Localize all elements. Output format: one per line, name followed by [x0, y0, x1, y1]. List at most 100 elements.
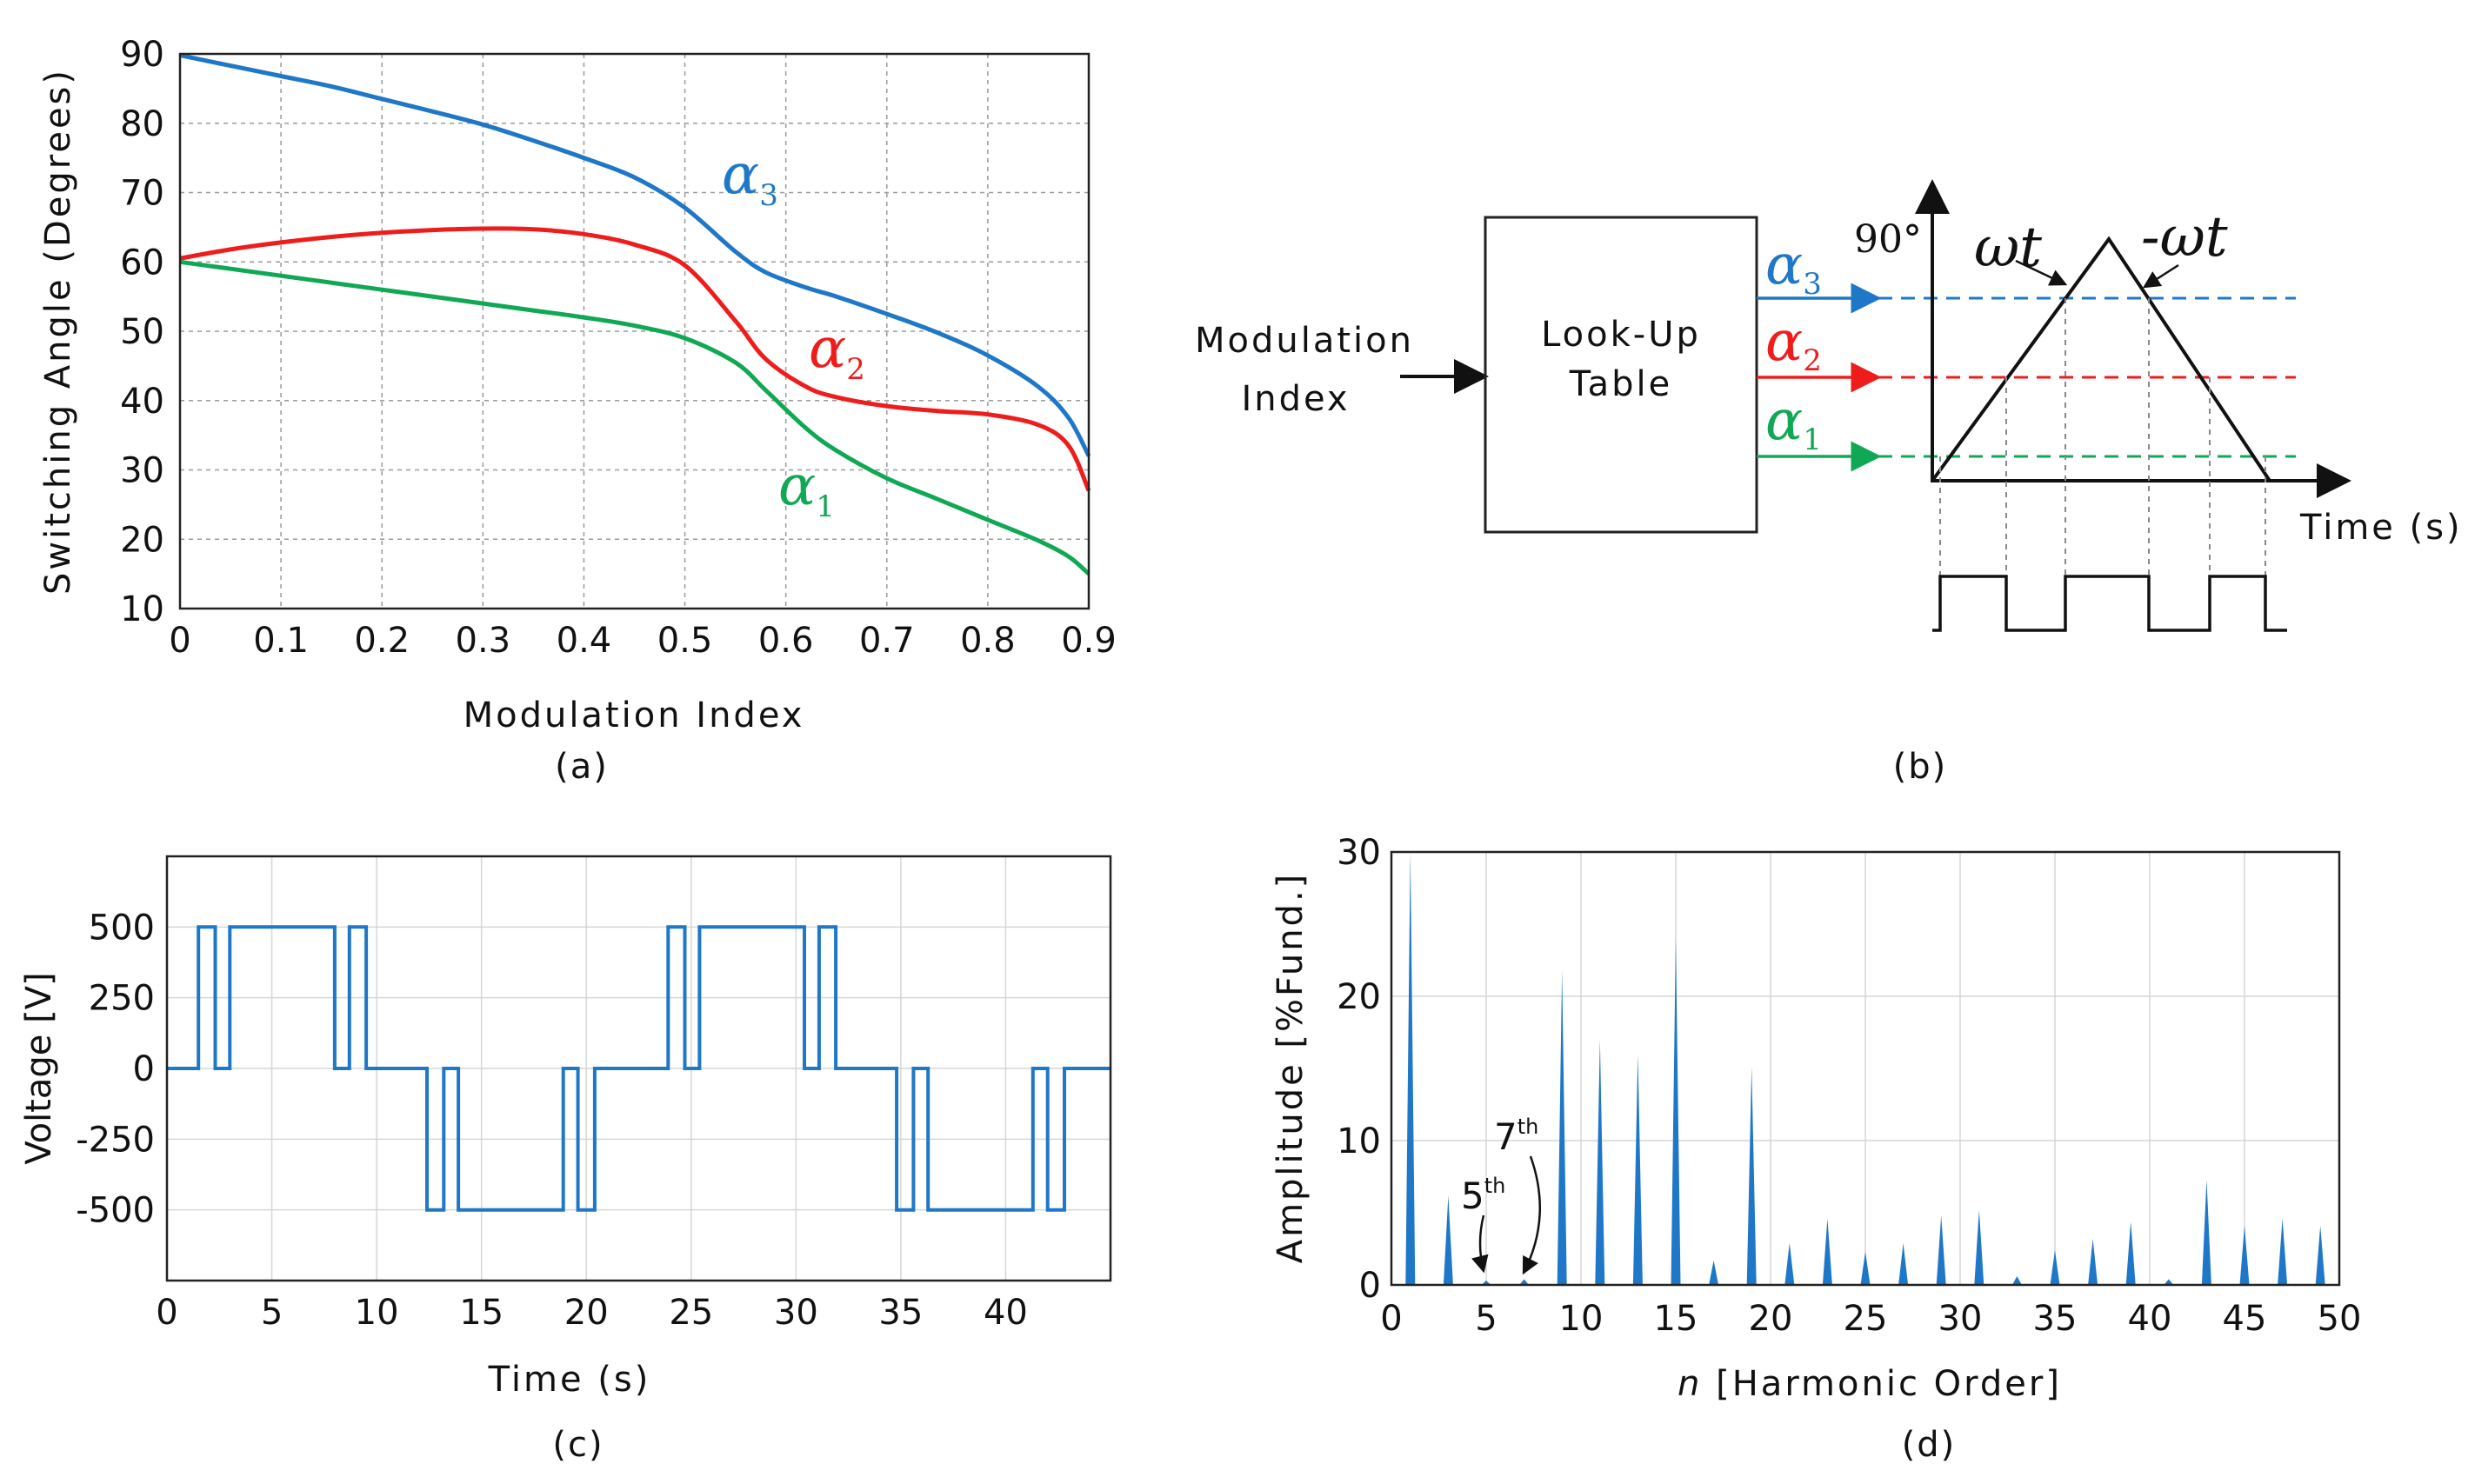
c-xlabel: Time (s) [488, 1360, 651, 1400]
d-x-tick-label: 0 [1380, 1299, 1402, 1339]
panel-d: 0 5 10 15 20 25 30 35 40 45 50 0 10 20 30 n [Harmonic… [1271, 833, 2361, 1465]
d-harmonic-bar [1557, 970, 1567, 1285]
d-harmonic-bar [1936, 1215, 1946, 1285]
c-caption: (c) [552, 1425, 604, 1465]
b-triangle [1931, 236, 2271, 482]
c-x-tick-label: 30 [774, 1293, 818, 1333]
a-legend-alpha2: α2 [809, 316, 865, 387]
c-x-tick-label: 20 [564, 1293, 609, 1333]
a-legend-alpha3: α3 [722, 143, 778, 213]
d-grid [1391, 851, 2340, 1286]
a-x-tick-label: 0.6 [758, 621, 814, 661]
d-x-ticks: 0 5 10 15 20 25 30 35 40 45 50 [1380, 1299, 2361, 1339]
panel-a: 0 0.1 0.2 0.3 0.4 0.5 0.6 0.7 0.8 0.9 10 20 30 40 50 6… [38, 35, 1117, 787]
a-x-tick-label: 0.7 [859, 621, 915, 661]
c-x-tick-label: 5 [261, 1293, 283, 1333]
c-x-tick-label: 40 [984, 1293, 1028, 1333]
d-x-tick-label: 15 [1654, 1299, 1698, 1339]
d-harmonic-bar [1822, 1218, 1832, 1285]
b-rise-label: ωt [1974, 216, 2042, 280]
a-y-tick-label: 50 [120, 312, 164, 352]
d-x-tick-label: 5 [1475, 1299, 1497, 1339]
d-annotation-7th-arrow [1522, 1155, 1542, 1275]
d-annotation-5th-arrow [1471, 1214, 1489, 1274]
a-x-ticks: 0 0.1 0.2 0.3 0.4 0.5 0.6 0.7 0.8 0.9 [169, 621, 1117, 661]
b-fall-label: -ωt [2141, 205, 2228, 270]
c-y-tick-label: 250 [89, 979, 155, 1019]
b-pulse-train [1932, 575, 2287, 632]
c-x-tick-label: 25 [669, 1293, 713, 1333]
a-y-tick-label: 90 [120, 35, 164, 75]
b-input-label-1: Modulation [1195, 321, 1414, 361]
a-x-tick-label: 0.3 [456, 621, 511, 661]
b-axis-top-label: 90° [1854, 217, 1922, 262]
d-x-tick-label: 10 [1559, 1299, 1604, 1339]
d-harmonic-bar [1898, 1242, 1909, 1285]
a-series [179, 53, 1091, 576]
d-harmonic-bar [1671, 938, 1681, 1285]
d-harmonic-bar [2011, 1276, 2022, 1285]
a-ylabel: Switching Angle (Degrees) [38, 68, 78, 595]
d-x-tick-label: 20 [1749, 1299, 1793, 1339]
a-y-tick-label: 40 [120, 382, 164, 422]
d-y-tick-label: 0 [1359, 1266, 1381, 1306]
d-y-tick-label: 30 [1337, 833, 1381, 873]
a-y-tick-label: 60 [120, 243, 164, 283]
d-y-ticks: 0 10 20 30 [1337, 833, 1381, 1306]
c-x-tick-label: 0 [156, 1293, 177, 1333]
a-x-tick-label: 0.2 [354, 621, 410, 661]
a-plot-frame [178, 52, 1091, 610]
b-fall-pointer [2142, 263, 2179, 289]
d-x-tick-label: 25 [1844, 1299, 1888, 1339]
d-harmonic-bar [2315, 1225, 2325, 1285]
a-y-ticks: 10 20 30 40 50 60 70 80 90 [120, 35, 164, 629]
d-y-tick-label: 20 [1337, 977, 1381, 1017]
a-series-α2 [179, 226, 1091, 492]
d-y-tick-label: 10 [1337, 1121, 1381, 1161]
a-y-tick-label: 80 [120, 104, 164, 144]
d-annotation-7th: 7th [1494, 1115, 1538, 1158]
c-x-tick-label: 10 [355, 1293, 399, 1333]
c-voltage-waveform [167, 925, 1111, 1212]
d-harmonic-bar [1746, 1067, 1757, 1285]
d-harmonic-bar [1709, 1260, 1719, 1285]
d-annotation-5th: 5th [1461, 1174, 1505, 1217]
panel-b: Modulation Index Look-Up Table α3 α2 α1 … [1195, 179, 2463, 787]
d-x-tick-label: 40 [2128, 1299, 2172, 1339]
b-label-alpha3: α3 [1765, 233, 1822, 302]
d-harmonic-bar [1974, 1209, 1984, 1285]
d-x-tick-label: 35 [2033, 1299, 2078, 1339]
b-rise-pointer [2015, 259, 2068, 286]
d-x-tick-label: 45 [2223, 1299, 2267, 1339]
d-xlabel: n [Harmonic Order] [1678, 1364, 2062, 1404]
b-guides [1939, 298, 2266, 630]
b-label-alpha1: α1 [1765, 389, 1822, 457]
b-input-label-2: Index [1241, 379, 1350, 419]
d-harmonic-bar [1595, 1039, 1605, 1285]
a-legend-alpha1: α1 [778, 454, 835, 524]
c-plot-frame [165, 855, 1112, 1282]
c-y-tick-label: 500 [89, 908, 155, 948]
c-x-ticks: 0 5 10 15 20 25 30 35 40 [156, 1293, 1028, 1333]
d-x-tick-label: 30 [1938, 1299, 1983, 1339]
c-y-tick-label: 0 [133, 1049, 155, 1089]
b-lookup-box [1484, 216, 1758, 534]
a-x-tick-label: 0.8 [960, 621, 1016, 661]
a-x-tick-label: 0.4 [557, 621, 612, 661]
a-y-tick-label: 30 [120, 451, 164, 491]
a-x-tick-label: 0 [169, 621, 190, 661]
b-caption: (b) [1893, 747, 1948, 787]
a-x-tick-label: 0.9 [1061, 621, 1117, 661]
d-harmonic-bar [2201, 1179, 2211, 1285]
d-harmonic-bar [2050, 1250, 2060, 1285]
b-box-label-2: Table [1569, 364, 1672, 404]
b-xlabel: Time (s) [2299, 508, 2463, 548]
panel-c: 0 5 10 15 20 25 30 35 40 500 250 0 -250 -500 Time (s… [19, 855, 1112, 1465]
d-harmonic-bar [1405, 852, 1416, 1285]
b-box-label-1: Look-Up [1541, 315, 1701, 355]
c-ylabel: Voltage [V] [19, 972, 59, 1164]
d-harmonic-bar [1860, 1251, 1871, 1285]
c-y-ticks: 500 250 0 -250 -500 [76, 908, 155, 1230]
d-caption: (d) [1902, 1425, 1957, 1465]
